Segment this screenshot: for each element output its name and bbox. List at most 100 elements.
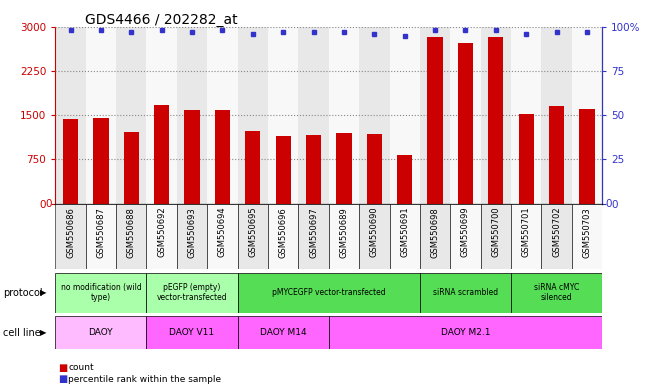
Text: siRNA cMYC
silenced: siRNA cMYC silenced <box>534 283 579 303</box>
Bar <box>275 136 291 204</box>
Text: ▶: ▶ <box>40 288 47 297</box>
Text: GSM550696: GSM550696 <box>279 207 288 258</box>
Bar <box>184 111 200 204</box>
Text: cell line: cell line <box>3 328 41 338</box>
Bar <box>511 273 602 313</box>
Text: GSM550694: GSM550694 <box>218 207 227 257</box>
Bar <box>511 27 542 204</box>
Text: ■: ■ <box>59 374 68 384</box>
Text: GSM550702: GSM550702 <box>552 207 561 257</box>
Text: GSM550693: GSM550693 <box>187 207 197 258</box>
Text: DAOY: DAOY <box>89 328 113 337</box>
Bar <box>389 204 420 269</box>
Bar <box>298 204 329 269</box>
Bar <box>329 27 359 204</box>
Bar <box>480 204 511 269</box>
Bar <box>177 27 207 204</box>
Text: ▶: ▶ <box>40 328 47 337</box>
Bar <box>207 27 238 204</box>
Bar <box>367 134 382 204</box>
Bar <box>511 204 542 269</box>
Bar <box>124 132 139 204</box>
Text: GSM550701: GSM550701 <box>521 207 531 257</box>
Bar <box>238 273 420 313</box>
Bar <box>245 131 260 204</box>
Bar <box>428 38 443 204</box>
Bar <box>572 27 602 204</box>
Text: pMYCEGFP vector-transfected: pMYCEGFP vector-transfected <box>272 288 385 297</box>
Text: ■: ■ <box>59 363 68 373</box>
Bar <box>116 204 146 269</box>
Bar <box>238 316 329 349</box>
Bar <box>450 27 480 204</box>
Bar <box>572 204 602 269</box>
Bar <box>519 114 534 204</box>
Bar <box>549 106 564 204</box>
Text: GSM550703: GSM550703 <box>583 207 592 258</box>
Text: GSM550687: GSM550687 <box>96 207 105 258</box>
Bar <box>337 133 352 204</box>
Bar <box>55 316 146 349</box>
Bar <box>420 27 450 204</box>
Bar <box>86 204 116 269</box>
Bar <box>238 204 268 269</box>
Bar <box>55 273 146 313</box>
Text: no modification (wild
type): no modification (wild type) <box>61 283 141 303</box>
Bar <box>63 119 78 204</box>
Text: GSM550690: GSM550690 <box>370 207 379 257</box>
Bar <box>268 27 298 204</box>
Bar <box>450 204 480 269</box>
Bar <box>579 109 594 204</box>
Text: GSM550697: GSM550697 <box>309 207 318 258</box>
Text: GSM550695: GSM550695 <box>248 207 257 257</box>
Text: GSM550689: GSM550689 <box>339 207 348 258</box>
Bar <box>154 104 169 204</box>
Bar <box>420 273 511 313</box>
Text: protocol: protocol <box>3 288 43 298</box>
Text: 0: 0 <box>605 199 612 209</box>
Bar <box>298 27 329 204</box>
Bar <box>389 27 420 204</box>
Bar <box>116 27 146 204</box>
Bar <box>329 316 602 349</box>
Bar <box>488 38 503 204</box>
Text: siRNA scrambled: siRNA scrambled <box>433 288 498 297</box>
Bar <box>238 27 268 204</box>
Bar <box>306 135 321 204</box>
Text: count: count <box>68 363 94 372</box>
Bar <box>329 204 359 269</box>
Bar <box>146 273 238 313</box>
Bar <box>146 204 177 269</box>
Text: DAOY M14: DAOY M14 <box>260 328 307 337</box>
Bar <box>420 204 450 269</box>
Bar <box>177 204 207 269</box>
Text: GSM550688: GSM550688 <box>127 207 136 258</box>
Text: GSM550699: GSM550699 <box>461 207 470 257</box>
Text: DAOY M2.1: DAOY M2.1 <box>441 328 490 337</box>
Bar <box>458 43 473 204</box>
Text: pEGFP (empty)
vector-transfected: pEGFP (empty) vector-transfected <box>157 283 227 303</box>
Text: 0: 0 <box>46 199 52 209</box>
Text: GSM550692: GSM550692 <box>157 207 166 257</box>
Bar <box>146 316 238 349</box>
Text: percentile rank within the sample: percentile rank within the sample <box>68 375 221 384</box>
Bar <box>86 27 116 204</box>
Bar <box>359 204 389 269</box>
Text: GSM550698: GSM550698 <box>430 207 439 258</box>
Bar <box>93 118 109 204</box>
Bar <box>542 204 572 269</box>
Bar <box>268 204 298 269</box>
Bar <box>397 155 412 204</box>
Bar <box>542 27 572 204</box>
Text: GSM550686: GSM550686 <box>66 207 75 258</box>
Text: GDS4466 / 202282_at: GDS4466 / 202282_at <box>85 13 237 27</box>
Bar <box>55 204 86 269</box>
Bar <box>207 204 238 269</box>
Text: GSM550700: GSM550700 <box>492 207 501 257</box>
Bar <box>55 27 86 204</box>
Bar <box>359 27 389 204</box>
Bar <box>215 111 230 204</box>
Text: DAOY V11: DAOY V11 <box>169 328 215 337</box>
Bar <box>480 27 511 204</box>
Bar <box>146 27 177 204</box>
